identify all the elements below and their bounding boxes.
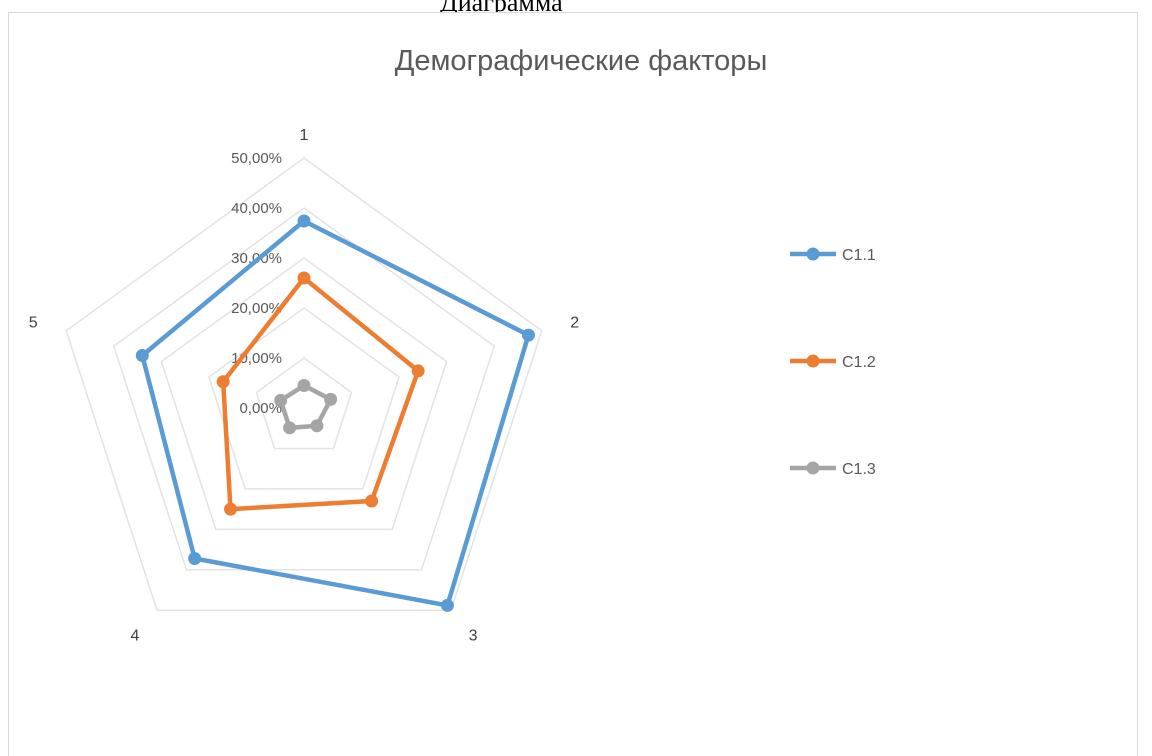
category-label: 2	[570, 314, 579, 331]
legend-label: C1.2	[842, 354, 876, 371]
grid-ring	[255, 357, 353, 450]
radar-grid	[65, 157, 543, 612]
data-point	[310, 419, 324, 433]
legend-marker	[806, 247, 820, 261]
legend-marker	[806, 354, 820, 368]
series-layer	[135, 214, 535, 612]
data-point	[411, 364, 425, 378]
data-point	[324, 392, 338, 406]
data-point	[297, 379, 311, 392]
grid-ring	[208, 307, 400, 490]
legend-entry: C1.2	[790, 354, 876, 371]
data-point	[135, 348, 149, 362]
data-point	[365, 494, 379, 508]
grid-ring	[160, 257, 448, 531]
data-point	[283, 421, 297, 435]
category-label: 4	[131, 628, 140, 645]
radial-tick-label: 40,00%	[231, 200, 282, 217]
radial-tick-label: 50,00%	[231, 150, 282, 167]
legend-marker	[806, 461, 820, 475]
series-group	[216, 271, 425, 516]
data-point	[440, 598, 454, 612]
data-point	[297, 271, 311, 285]
data-point	[188, 551, 202, 565]
grid-ring	[112, 207, 496, 571]
series-line	[140, 218, 531, 608]
radial-tick-label: 0,00%	[239, 400, 282, 417]
chart-title: Демографические факторы	[395, 45, 768, 77]
category-label: 3	[469, 628, 478, 645]
grid-ring	[65, 157, 543, 612]
category-labels: 1 2 3 4 5	[29, 127, 579, 645]
series-line	[278, 383, 333, 431]
series-group	[135, 214, 535, 612]
data-point	[297, 214, 311, 228]
data-point	[216, 375, 230, 389]
legend-label: C1.3	[842, 461, 876, 478]
legend-entry: C1.1	[790, 247, 876, 264]
legend-label: C1.1	[842, 247, 876, 264]
series-line	[220, 275, 421, 512]
radial-tick-label: 20,00%	[231, 300, 282, 317]
data-point	[274, 393, 288, 407]
category-label: 1	[300, 127, 309, 144]
legend-entry: C1.3	[790, 461, 876, 478]
chart-area	[8, 12, 1138, 756]
data-point	[224, 502, 238, 516]
category-label: 5	[29, 314, 38, 331]
radial-tick-labels: 0,00%10,00%20,00%30,00%40,00%50,00%	[231, 150, 282, 417]
data-point	[521, 328, 535, 342]
legend: C1.1 C1.2 C1.3	[790, 247, 876, 478]
series-group	[274, 379, 338, 435]
